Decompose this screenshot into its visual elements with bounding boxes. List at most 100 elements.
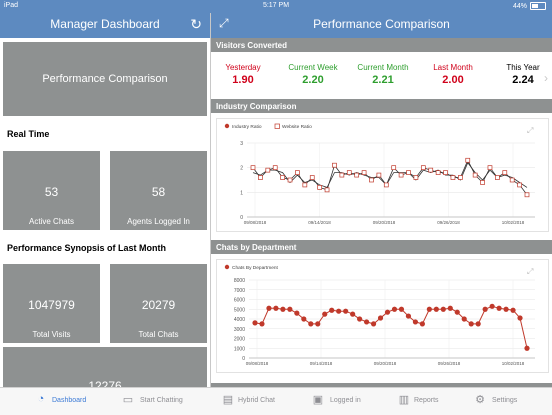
left-nav-bar: Manager Dashboard ↻ [0, 13, 210, 38]
expand-icon[interactable]: ⤢ [219, 16, 229, 30]
chevron-right-icon[interactable]: › [544, 71, 548, 85]
id-card-icon: ▣ [312, 394, 324, 406]
series-line [252, 159, 528, 196]
data-point [287, 306, 293, 312]
data-point [420, 165, 426, 171]
chats-by-department-header: Chats by Department [211, 240, 552, 254]
data-point [266, 305, 272, 311]
data-point [461, 316, 467, 322]
x-tick-label: 09/26/2018 [437, 220, 460, 225]
y-tick-label: 5000 [234, 307, 245, 313]
tab-dashboard-label: Dashboard [52, 397, 87, 404]
data-point [391, 306, 398, 312]
y-tick-label: 0 [242, 356, 245, 362]
data-point [472, 172, 478, 178]
tab-reports[interactable]: ▥ Reports [368, 388, 460, 415]
total-visits-value: 1047979 [28, 298, 75, 312]
active-chats-value: 53 [44, 185, 59, 199]
visitors-current-week-value: 2.20 [302, 74, 324, 86]
tab-logged-in-label: Logged in [330, 397, 361, 404]
y-tick-label: 2 [240, 166, 243, 172]
visitors-this-year-value: 2.24 [512, 74, 534, 86]
data-point [517, 315, 523, 321]
chart-expand-icon[interactable]: ⤢ [526, 126, 533, 135]
hybrid-chat-icon: ▤ [222, 394, 234, 406]
agents-logged-in-label: Agents Logged In [127, 217, 190, 226]
synopsis-title: Performance Synopsis of Last Month [7, 243, 167, 253]
tab-dashboard[interactable]: ◔ Dashboard [0, 388, 92, 415]
data-point [440, 306, 446, 312]
data-point [309, 175, 315, 180]
data-point [317, 185, 322, 190]
total-visits-tile[interactable]: 1047979 Total Visits [3, 264, 100, 343]
legend-swatch [224, 264, 230, 270]
visitors-yesterday: Yesterday 1.90 [211, 63, 278, 86]
clock: 5:17 PM [262, 2, 290, 9]
data-point [524, 192, 530, 198]
series-line [252, 161, 528, 188]
x-tick-label: 09/08/2018 [244, 220, 267, 225]
y-tick-label: 4000 [234, 317, 245, 323]
data-point [308, 321, 314, 327]
refresh-icon[interactable]: ↻ [190, 16, 202, 32]
data-point [480, 180, 485, 185]
data-point [435, 170, 441, 175]
agents-logged-in-tile[interactable]: 58 Agents Logged In [110, 151, 207, 230]
active-chats-tile[interactable]: 53 Active Chats [3, 151, 100, 230]
data-point [406, 170, 411, 175]
y-tick-label: 1000 [234, 346, 245, 352]
tab-start-chatting-label: Start Chatting [140, 397, 183, 404]
x-tick-label: 09/20/2018 [374, 361, 397, 366]
y-tick-label: 3000 [234, 327, 245, 333]
data-point [339, 172, 345, 178]
battery-icon [530, 2, 546, 10]
data-point [294, 310, 300, 316]
data-point [377, 315, 384, 321]
total-chats-tile[interactable]: 20279 Total Chats [110, 264, 207, 343]
y-tick-label: 3 [240, 141, 243, 147]
visitors-yesterday-label: Yesterday [225, 63, 261, 72]
performance-comparison-button[interactable]: Performance Comparison [3, 42, 207, 116]
visitors-last-month-label: Last Month [433, 63, 473, 72]
left-nav-title: Manager Dashboard [50, 17, 160, 31]
y-tick-label: 2000 [234, 337, 245, 343]
data-point [450, 175, 456, 180]
data-point [361, 170, 367, 175]
data-point [315, 321, 321, 327]
data-point [383, 182, 389, 188]
visitors-yesterday-value: 1.90 [232, 74, 254, 86]
tab-logged-in[interactable]: ▣ Logged in [276, 388, 368, 415]
x-tick-label: 09/26/2018 [438, 361, 461, 366]
gear-icon: ⚙ [475, 394, 485, 406]
data-point [350, 311, 356, 317]
battery-indicator: 44% [513, 2, 546, 10]
partial-stat-tile[interactable]: 12276 [3, 347, 207, 387]
x-tick-label: 09/20/2018 [373, 220, 396, 225]
tab-settings[interactable]: ⚙ Settings [460, 388, 552, 415]
x-tick-label: 09/14/2018 [308, 220, 331, 225]
total-chats-value: 20279 [141, 298, 176, 312]
data-point [332, 162, 337, 168]
next-section-header [211, 383, 552, 387]
data-point [301, 316, 307, 322]
data-point [343, 308, 349, 314]
right-nav-title: Performance Comparison [313, 17, 450, 31]
left-pane: Performance Comparison Real Time 53 Acti… [0, 38, 210, 387]
tab-hybrid-chat[interactable]: ▤ Hybrid Chat [184, 388, 276, 415]
chart-expand-icon[interactable]: ⤢ [526, 267, 533, 276]
data-point [272, 165, 278, 171]
monitor-icon: ▭ [122, 394, 134, 406]
data-point [265, 167, 271, 173]
visitors-current-month-value: 2.21 [372, 74, 394, 86]
visitors-current-month: Current Month 2.21 [348, 63, 418, 86]
data-point [302, 182, 308, 188]
data-point [354, 172, 360, 178]
visitors-current-week: Current Week 2.20 [278, 63, 348, 86]
y-tick-label: 7000 [234, 288, 245, 294]
data-point [510, 307, 516, 313]
data-point [426, 306, 432, 312]
data-point [346, 170, 352, 175]
tab-start-chatting[interactable]: ▭ Start Chatting [92, 388, 184, 415]
data-point [384, 309, 391, 315]
data-point [509, 177, 515, 183]
